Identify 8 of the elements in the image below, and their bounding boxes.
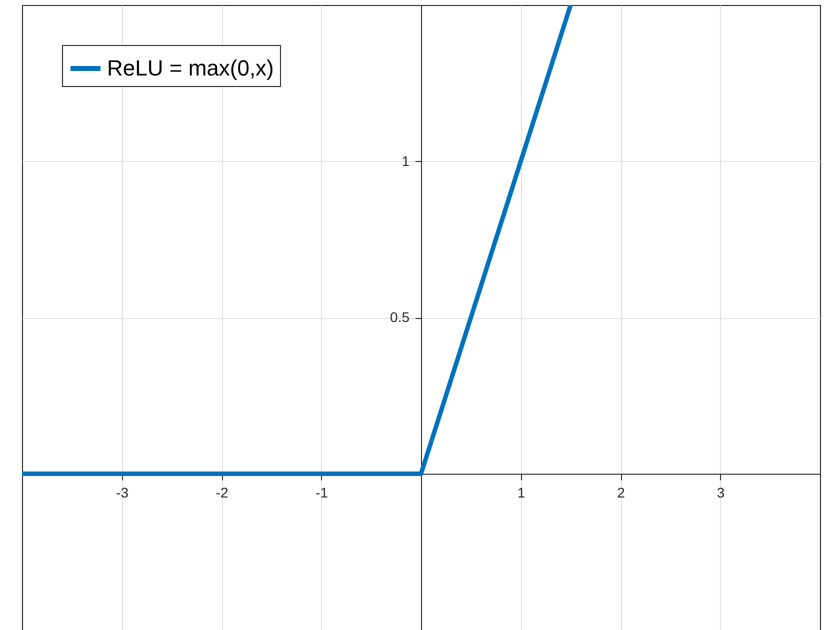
x-tick-label: -3	[116, 484, 129, 500]
x-tick-label: -1	[316, 484, 328, 500]
x-tick-label: 2	[617, 484, 626, 500]
x-tick-label: 1	[517, 484, 526, 500]
x-tick-label: -2	[216, 484, 228, 500]
y-tick-label: 0.5	[390, 309, 410, 325]
legend-label: ReLU = max(0,x)	[107, 56, 274, 80]
x-tick-label: 3	[716, 484, 725, 500]
